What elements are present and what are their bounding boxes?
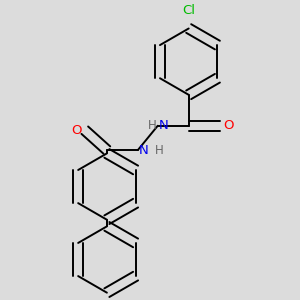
Text: Cl: Cl (182, 4, 195, 17)
Text: H: H (148, 119, 157, 132)
Text: N: N (159, 119, 169, 132)
Text: O: O (71, 124, 82, 137)
Text: H: H (154, 144, 163, 157)
Text: O: O (223, 119, 233, 132)
Text: N: N (139, 144, 149, 157)
